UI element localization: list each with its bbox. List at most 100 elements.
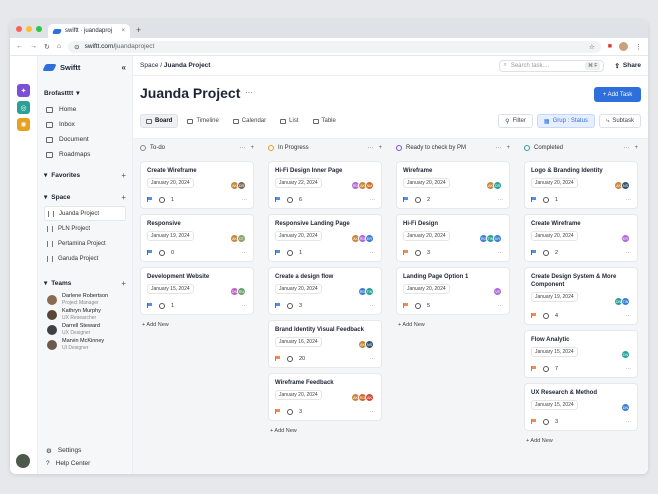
flag-icon[interactable] — [531, 250, 537, 255]
flag-icon[interactable] — [275, 409, 281, 414]
flag-icon[interactable] — [275, 250, 281, 255]
teams-section[interactable]: ▾ Teams + — [44, 278, 126, 288]
tab-calendar[interactable]: Calendar — [228, 114, 271, 128]
card-more-icon[interactable]: ··· — [369, 249, 376, 256]
tab-timeline[interactable]: Timeline — [182, 114, 223, 128]
add-new-button[interactable]: + Add New — [398, 322, 425, 328]
task-card[interactable]: Flow Analytic January 15, 2024 DN 7 ··· — [524, 330, 638, 378]
add-card-icon[interactable]: + — [250, 144, 254, 151]
nav-home[interactable]: Home — [44, 102, 126, 117]
flag-icon[interactable] — [147, 303, 153, 308]
minimize-window-button[interactable] — [26, 26, 32, 32]
share-button[interactable]: ⇪ Share — [614, 62, 641, 70]
flag-icon[interactable] — [147, 197, 153, 202]
add-space-icon[interactable]: + — [121, 192, 126, 202]
flag-icon[interactable] — [275, 303, 281, 308]
card-more-icon[interactable]: ··· — [497, 196, 504, 203]
card-more-icon[interactable]: ··· — [369, 196, 376, 203]
task-card[interactable]: Create Wireframe January 20, 2024 AK DR 1 ··· — [140, 161, 254, 209]
help-center-link[interactable]: ? Help Center — [46, 460, 91, 467]
add-task-button[interactable]: + Add Task — [594, 87, 641, 102]
bookmark-star-icon[interactable]: ☆ — [588, 43, 595, 51]
more-icon[interactable]: ··· — [495, 144, 502, 151]
workspace-switch-orange[interactable]: ✺ — [17, 118, 30, 131]
page-options-icon[interactable]: ··· — [245, 88, 253, 97]
nav-roadmaps[interactable]: Roadmaps — [44, 147, 126, 162]
card-more-icon[interactable]: ··· — [369, 302, 376, 309]
extension-icon[interactable]: ■ — [607, 43, 612, 50]
forward-icon[interactable]: → — [30, 43, 37, 50]
collapse-sidebar-icon[interactable]: « — [121, 62, 126, 72]
url-field[interactable]: ⊙ swiftt.com/juandaproject ☆ — [68, 40, 601, 53]
profile-avatar[interactable] — [619, 42, 628, 51]
task-card[interactable]: Brand Identity Visual Feedback January 16… — [268, 320, 382, 368]
flag-icon[interactable] — [275, 356, 281, 361]
card-more-icon[interactable]: ··· — [625, 418, 632, 425]
tab-table[interactable]: Table — [308, 114, 341, 128]
breadcrumb-parent[interactable]: Space — [140, 62, 159, 69]
close-tab-icon[interactable]: × — [121, 28, 125, 34]
favorites-section[interactable]: ▾ Favorites + — [44, 170, 126, 180]
more-icon[interactable]: ··· — [367, 144, 374, 151]
task-card[interactable]: Hi-Fi Design Inner Page January 22, 2024 R… — [268, 161, 382, 209]
space-section[interactable]: ▾ Space + — [44, 192, 126, 202]
team-member[interactable]: Darlene Robertson Project Manager — [44, 292, 126, 307]
task-card[interactable]: UX Research & Method January 15, 2024 DN 3 ·… — [524, 383, 638, 431]
task-card[interactable]: Landing Page Option 1 January 20, 2024 VE 5… — [396, 267, 510, 315]
space-item-pln[interactable]: PLN Project — [44, 221, 126, 236]
task-card[interactable]: Hi-Fi Design January 20, 2024 RD TW KR 3 ··· — [396, 214, 510, 262]
subtask-button[interactable]: ⤷ Subtask — [598, 114, 641, 128]
card-more-icon[interactable]: ··· — [369, 355, 376, 362]
nav-document[interactable]: Document — [44, 132, 126, 147]
task-card[interactable]: Responsive Landing Page January 20, 2024 A… — [268, 214, 382, 262]
team-member[interactable]: Marvin McKinney UI Designer — [44, 337, 126, 352]
add-card-icon[interactable]: + — [506, 144, 510, 151]
filter-button[interactable]: ⚲ Filter — [498, 114, 533, 128]
workspace-selector[interactable]: Brofastttt ▾ — [44, 84, 126, 102]
space-item-garuda[interactable]: Garuda Project — [44, 251, 126, 266]
add-favorite-icon[interactable]: + — [121, 170, 126, 180]
task-card[interactable]: Responsive January 19, 2024 AK GT 0 ··· — [140, 214, 254, 262]
user-avatar[interactable] — [16, 454, 30, 468]
home-icon[interactable]: ⌂ — [56, 43, 62, 50]
flag-icon[interactable] — [275, 197, 281, 202]
more-icon[interactable]: ··· — [239, 144, 246, 151]
team-member[interactable]: Kathryn Murphy UX Researcher — [44, 307, 126, 322]
reload-icon[interactable]: ↻ — [44, 43, 50, 51]
card-more-icon[interactable]: ··· — [625, 365, 632, 372]
tab-board[interactable]: Board — [140, 114, 179, 128]
team-member[interactable]: Darrell Steward UX Designer — [44, 322, 126, 337]
browser-menu-icon[interactable]: ⋮ — [635, 43, 642, 51]
card-more-icon[interactable]: ··· — [241, 196, 248, 203]
space-item-juanda[interactable]: Juanda Project — [44, 206, 126, 221]
search-input[interactable]: ⌕ Search task.... ⌘ F — [499, 59, 605, 72]
tab-list[interactable]: List — [275, 114, 303, 128]
add-card-icon[interactable]: + — [378, 144, 382, 151]
add-new-button[interactable]: + Add New — [270, 428, 297, 434]
task-card[interactable]: Wireframe Feedback January 20, 2024 AK RD AK… — [268, 373, 382, 421]
task-card[interactable]: Development Website January 15, 2024 DN RU 1… — [140, 267, 254, 315]
new-tab-button[interactable]: + — [136, 25, 142, 35]
card-more-icon[interactable]: ··· — [625, 196, 632, 203]
flag-icon[interactable] — [147, 250, 153, 255]
card-more-icon[interactable]: ··· — [369, 408, 376, 415]
space-item-pertamina[interactable]: Pertamina Project — [44, 236, 126, 251]
close-window-button[interactable] — [16, 26, 22, 32]
task-card[interactable]: Create Wireframe January 20, 2024 ER 2 ··· — [524, 214, 638, 262]
card-more-icon[interactable]: ··· — [497, 249, 504, 256]
task-card[interactable]: Create Design System & More Component Jan… — [524, 267, 638, 325]
workspace-switch-teal[interactable]: ◎ — [17, 101, 30, 114]
card-more-icon[interactable]: ··· — [497, 302, 504, 309]
settings-link[interactable]: ⚙ Settings — [46, 447, 82, 455]
add-member-icon[interactable]: + — [121, 278, 126, 288]
flag-icon[interactable] — [403, 250, 409, 255]
browser-tab[interactable]: swiftt · juandaproj × — [48, 24, 130, 38]
flag-icon[interactable] — [531, 197, 537, 202]
card-more-icon[interactable]: ··· — [241, 302, 248, 309]
card-more-icon[interactable]: ··· — [625, 312, 632, 319]
task-card[interactable]: Create a design flow January 20, 2024 RD TW… — [268, 267, 382, 315]
workspace-switch-purple[interactable]: ✦ — [17, 84, 30, 97]
flag-icon[interactable] — [531, 419, 537, 424]
more-icon[interactable]: ··· — [623, 144, 630, 151]
flag-icon[interactable] — [531, 366, 537, 371]
